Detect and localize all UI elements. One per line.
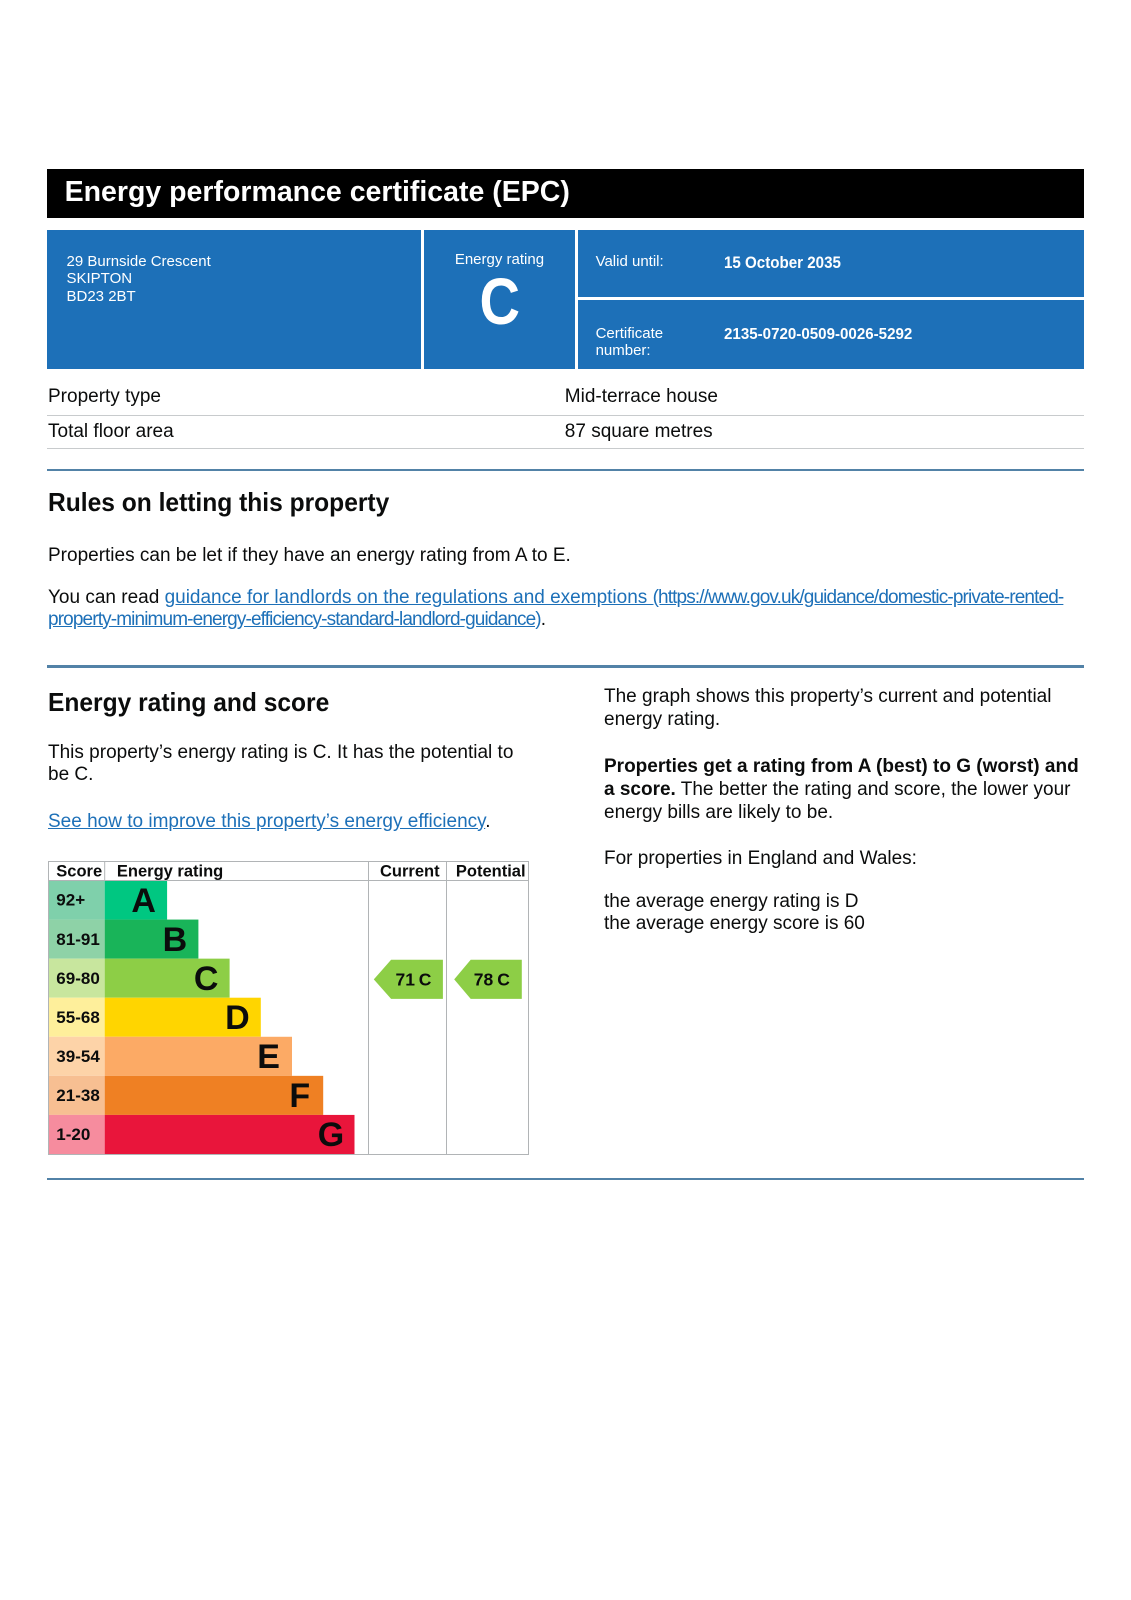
svg-text:Score: Score (56, 862, 102, 880)
svg-text:55-68: 55-68 (56, 1008, 99, 1027)
svg-text:92+: 92+ (56, 891, 85, 910)
svg-text:C: C (418, 969, 431, 989)
svg-text:E: E (257, 1038, 280, 1076)
svg-text:D: D (225, 999, 250, 1037)
svg-text:71: 71 (395, 969, 415, 989)
svg-text:B: B (162, 921, 187, 959)
svg-text:21-38: 21-38 (56, 1086, 99, 1105)
svg-text:Potential: Potential (455, 862, 525, 880)
svg-text:G: G (317, 1116, 343, 1154)
svg-text:A: A (131, 882, 156, 920)
svg-text:Current: Current (380, 862, 440, 880)
svg-text:Energy rating: Energy rating (116, 862, 222, 880)
svg-text:1-20: 1-20 (56, 1125, 90, 1144)
svg-text:39-54: 39-54 (56, 1047, 100, 1066)
svg-text:69-80: 69-80 (56, 969, 99, 988)
svg-text:C: C (497, 969, 510, 989)
svg-text:78: 78 (473, 969, 493, 989)
svg-text:81-91: 81-91 (56, 930, 99, 949)
svg-text:F: F (289, 1077, 310, 1115)
svg-text:C: C (193, 960, 218, 998)
